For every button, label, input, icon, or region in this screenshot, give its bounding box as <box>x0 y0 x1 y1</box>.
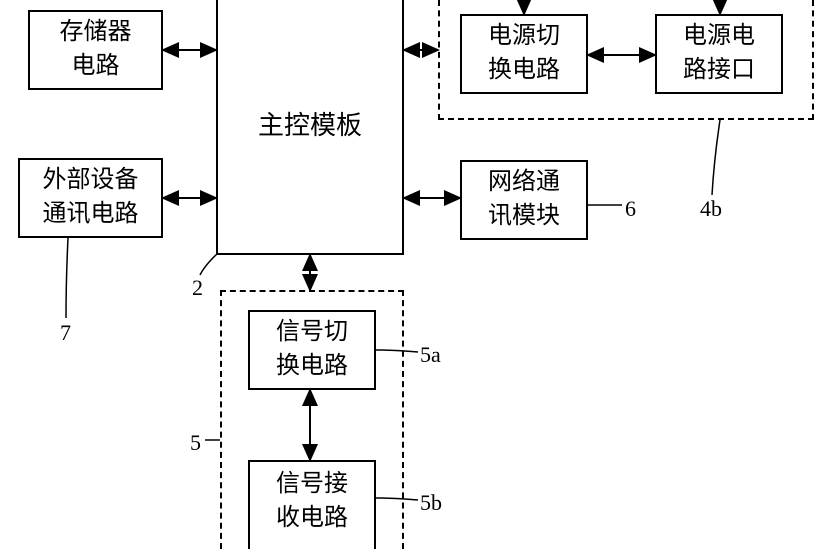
label-4b: 4b <box>700 196 722 222</box>
label-6: 6 <box>625 196 636 222</box>
sigswitch-block: 信号切换电路 <box>248 310 376 390</box>
pwrswitch-block: 电源切换电路 <box>460 14 588 94</box>
extdev-block: 外部设备通讯电路 <box>18 158 163 238</box>
label-5: 5 <box>190 430 201 456</box>
label-2: 2 <box>192 275 203 301</box>
memory-text: 存储器电路 <box>60 16 132 83</box>
pwrintf-text: 电源电路接口 <box>683 20 755 87</box>
netcomm-block: 网络通讯模块 <box>460 160 588 240</box>
main-text: 主控模板 <box>258 108 362 144</box>
memory-block: 存储器电路 <box>28 10 163 90</box>
extdev-text: 外部设备通讯电路 <box>43 164 139 231</box>
sigrecv-block: 信号接收电路 <box>248 460 376 549</box>
pwrintf-block: 电源电路接口 <box>655 14 783 94</box>
main-block: 主控模板 <box>216 0 404 255</box>
sigrecv-text: 信号接收电路 <box>276 468 348 535</box>
sigswitch-text: 信号切换电路 <box>276 316 348 383</box>
pwrswitch-text: 电源切换电路 <box>488 20 560 87</box>
netcomm-text: 网络通讯模块 <box>488 166 560 233</box>
label-7: 7 <box>60 320 71 346</box>
label-5b: 5b <box>420 490 442 516</box>
label-5a: 5a <box>420 342 441 368</box>
